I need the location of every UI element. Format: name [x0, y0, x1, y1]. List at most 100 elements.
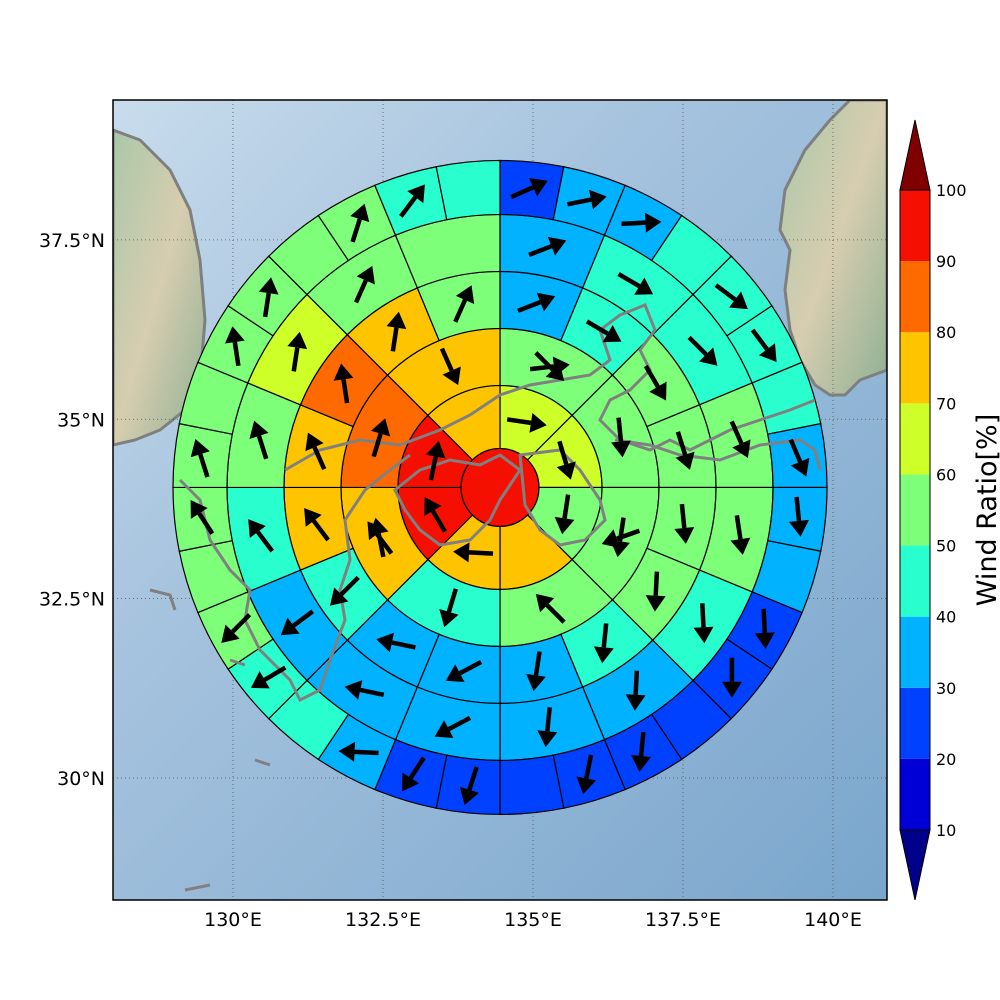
- wind-arrow-shaft: [256, 435, 269, 460]
- wind-arrow-shaft: [638, 731, 646, 757]
- wind-arrow-shaft: [679, 503, 687, 529]
- wind-arrow-shaft: [750, 328, 769, 351]
- wind-arrow-shaft: [430, 509, 447, 533]
- colorbar: 10 20 30 40 50 60 70 80 90 100 Wind Ratio[%]: [899, 119, 1000, 901]
- wind-arrow-head: [634, 277, 654, 295]
- wind-arrow-head: [790, 457, 810, 477]
- colorbar-bin: [900, 190, 930, 262]
- wind-arrow-shaft: [562, 494, 571, 519]
- colorbar-tick-label: 70: [936, 394, 956, 413]
- x-tick-label: 130°E: [204, 909, 262, 931]
- wind-arrow-head: [386, 311, 407, 330]
- wind-arrow-head: [442, 366, 461, 386]
- wind-arrow-shaft: [446, 588, 458, 613]
- wind-arrow-shaft: [390, 327, 399, 352]
- wind-arrow-shaft: [447, 715, 472, 732]
- wind-arrow-shaft: [616, 528, 641, 541]
- colorbar-tick-label: 100: [936, 181, 967, 200]
- wind-arrow-head: [758, 343, 777, 363]
- wind-arrow-shaft: [428, 456, 438, 481]
- wind-arrow-shaft: [255, 530, 274, 553]
- wind-arrow-head: [249, 420, 269, 439]
- wind-arrow-head: [304, 508, 322, 527]
- wind-arrow-head: [754, 632, 775, 649]
- wind-arrow-head: [455, 285, 475, 304]
- x-tick-label: 135°E: [504, 909, 562, 931]
- wind-arrow-head: [693, 626, 714, 644]
- wind-arrow-shaft: [399, 195, 418, 218]
- wind-arrow-shaft: [533, 651, 542, 676]
- wind-arrow-head: [625, 694, 646, 711]
- coastline-kii-peninsula: [518, 448, 607, 547]
- wind-arrow-shaft: [292, 609, 315, 628]
- wind-arrow-shaft: [232, 341, 241, 367]
- wind-arrow-shaft: [453, 298, 468, 323]
- wind-arrow-head: [528, 178, 548, 197]
- wind-arrow-shaft: [545, 707, 552, 732]
- wind-arrow-shaft: [788, 438, 803, 463]
- wind-arrow-head: [221, 624, 240, 644]
- colorbar-bin: [900, 758, 930, 830]
- x-tick-label: 132.5°E: [345, 909, 421, 931]
- y-tick-label: 37.5°N: [39, 230, 105, 252]
- colorbar-tick-label: 50: [936, 537, 956, 556]
- coastline-southern-islands: [149, 588, 271, 892]
- wind-arrow-head: [424, 497, 442, 517]
- wind-arrow-head: [371, 418, 391, 437]
- wind-arrow-shaft: [761, 608, 768, 633]
- y-tick-label: 35°N: [57, 409, 105, 431]
- wind-arrow-shaft: [545, 603, 566, 624]
- wind-arrow-head: [547, 236, 567, 256]
- colorbar-over-triangle: [899, 119, 931, 191]
- wind-arrow-head: [536, 292, 556, 312]
- wind-arrow-shaft: [359, 687, 385, 698]
- wind-arrow-shaft: [510, 185, 534, 200]
- wind-arrow-head: [730, 537, 751, 555]
- wind-arrow-head: [333, 363, 354, 381]
- colorbar-tick-label: 30: [936, 679, 956, 698]
- wind-arrow-head: [224, 326, 245, 344]
- wind-arrow-head: [344, 680, 363, 700]
- wind-arrows: [190, 178, 810, 806]
- wind-arrow-shaft: [354, 749, 379, 756]
- wind-arrow-head: [190, 500, 208, 519]
- wind-arrow-shaft: [557, 440, 569, 465]
- x-tick-label: 140°E: [804, 909, 862, 931]
- wind-arrow-shaft: [653, 571, 660, 596]
- wind-arrow-head: [545, 362, 565, 382]
- colorbar-tick-label: 40: [936, 608, 956, 627]
- japan-landmass: [778, 100, 887, 397]
- wind-arrow-shaft: [517, 299, 542, 313]
- wind-arrow-head: [593, 646, 614, 664]
- wind-arrow-head: [356, 265, 375, 285]
- colorbar-label: Wind Ratio[%]: [972, 414, 1000, 606]
- wind-arrow-shaft: [439, 347, 454, 372]
- wind-arrow-head: [190, 438, 210, 458]
- wind-arrow-shaft: [350, 218, 362, 243]
- coastlines: [149, 303, 822, 892]
- y-tick-label: 32.5°N: [39, 589, 105, 611]
- wind-arrow-shaft: [198, 453, 210, 478]
- wind-arrow-shaft: [312, 446, 327, 471]
- wind-arrow-head: [305, 432, 324, 452]
- colorbar-bin: [900, 616, 930, 688]
- wind-arrow-shaft: [675, 431, 688, 456]
- y-tick-label: 30°N: [57, 768, 105, 790]
- land-background: [113, 100, 887, 447]
- wind-arrow-head: [674, 527, 695, 544]
- wind-arrow-shaft: [353, 279, 368, 304]
- wind-ratio-sectors: [172, 159, 828, 816]
- map-panel: [112, 99, 888, 901]
- wind-arrow-shaft: [341, 378, 350, 404]
- coastline-kyushu: [178, 453, 411, 703]
- wind-arrow-shaft: [687, 335, 708, 357]
- wind-arrow-shaft: [616, 417, 624, 442]
- colorbar-tick-label: 90: [936, 252, 956, 271]
- wind-arrow-head: [554, 516, 575, 535]
- wind-arrow-head: [789, 519, 809, 537]
- wind-arrow-shaft: [734, 515, 743, 540]
- wind-arrow-head: [649, 381, 667, 401]
- colorbar-tick-label: 60: [936, 465, 956, 484]
- wind-arrow-head: [350, 203, 370, 223]
